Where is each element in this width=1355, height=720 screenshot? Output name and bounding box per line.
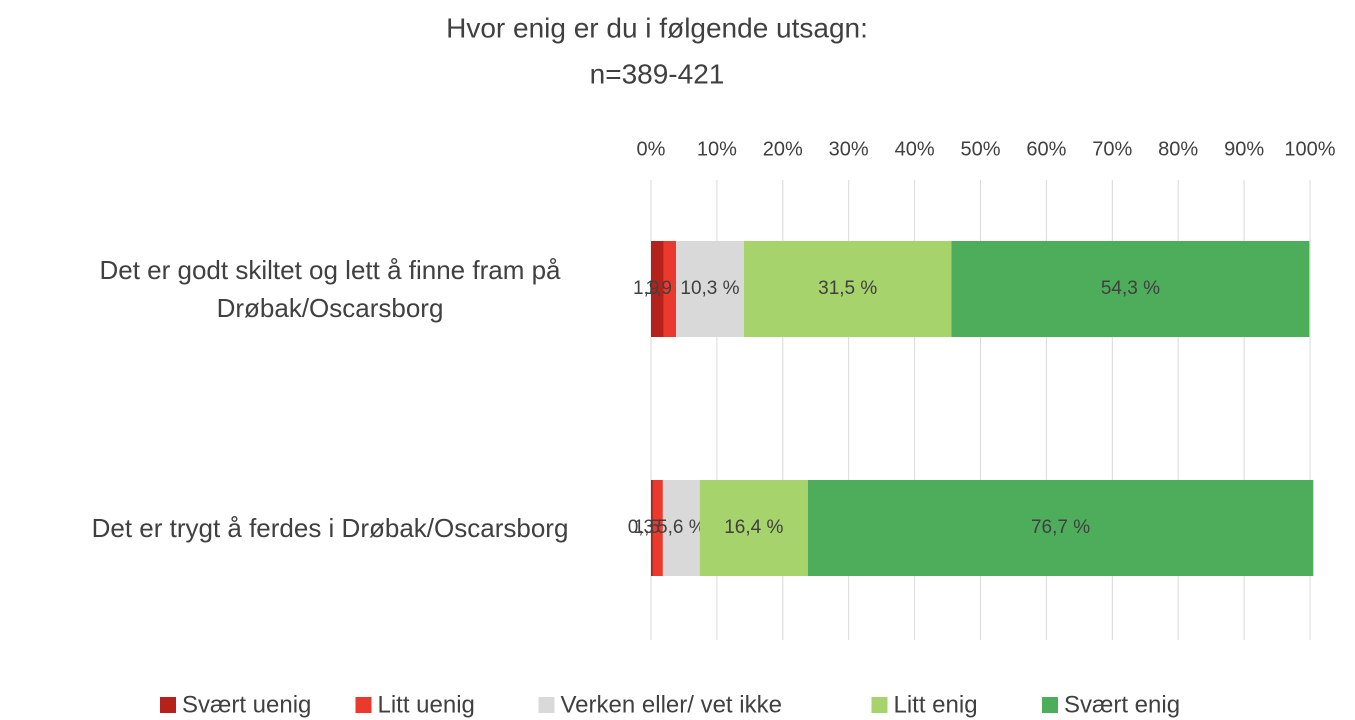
data-label: 76,7 %	[1031, 517, 1090, 538]
bar-segment	[651, 480, 653, 576]
x-tick-label: 100%	[1284, 138, 1335, 160]
bar-segment	[807, 480, 1314, 576]
legend-label: Svært enig	[1064, 691, 1180, 718]
x-tick-label: 80%	[1158, 138, 1198, 160]
category-label: Det er godt skiltet og lett å finne fram…	[99, 255, 561, 323]
x-tick-label: 60%	[1026, 138, 1066, 160]
data-label: 54,3 %	[1101, 278, 1160, 299]
legend-swatch	[355, 697, 372, 713]
x-tick-label: 40%	[895, 138, 935, 160]
chart-title: Hvor enig er du i følgende utsagn:	[446, 12, 868, 43]
chart-subtitle: n=389-421	[590, 58, 725, 89]
bar-segment	[699, 480, 808, 576]
legend-swatch	[1042, 697, 1058, 713]
bar-segment	[652, 480, 663, 576]
data-label: 16,4 %	[724, 517, 783, 538]
legend-swatch	[160, 697, 176, 713]
x-tick-label: 10%	[697, 138, 737, 160]
data-label: 5,6 %	[657, 517, 706, 538]
legend-swatch	[538, 697, 555, 713]
bar-segment	[663, 241, 677, 337]
legend-label: Litt enig	[894, 691, 978, 718]
x-tick-label: 70%	[1092, 138, 1132, 160]
bar-segment	[951, 241, 1310, 337]
x-tick-label: 20%	[763, 138, 803, 160]
bar-segment	[662, 480, 700, 576]
bar-segment	[676, 241, 744, 337]
legend-label: Svært uenig	[182, 691, 311, 718]
bar-segment	[743, 241, 952, 337]
legend-label: Litt uenig	[378, 691, 475, 718]
legend-label: Verken eller/ vet ikke	[561, 691, 782, 718]
x-tick-label: 0%	[637, 138, 666, 160]
data-label: 10,3 %	[680, 278, 739, 299]
data-label: 31,5 %	[818, 278, 877, 299]
x-tick-label: 30%	[829, 138, 869, 160]
x-tick-label: 90%	[1224, 138, 1264, 160]
bar-segment	[651, 241, 664, 337]
category-label: Det er trygt å ferdes i Drøbak/Oscarsbor…	[91, 513, 569, 543]
x-tick-label: 50%	[960, 138, 1000, 160]
legend-swatch	[871, 697, 888, 713]
